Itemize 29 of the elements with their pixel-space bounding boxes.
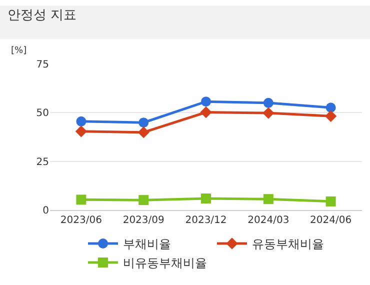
legend-label: 부채비율 [123, 237, 171, 252]
chart-title: 안정성 지표 [7, 8, 77, 24]
point [138, 195, 149, 206]
legend-label: 비유동부채비율 [123, 256, 207, 270]
x-tick-label: 2023/12 [185, 215, 227, 226]
y-tick-label: 75 [36, 60, 49, 70]
point [138, 118, 149, 128]
x-tick-label: 2024/06 [310, 215, 352, 226]
point [263, 194, 274, 204]
point [138, 126, 150, 138]
point [263, 98, 274, 108]
point [326, 196, 336, 206]
point [200, 106, 212, 118]
legend-label: 유동부채비율 [252, 237, 324, 252]
point [326, 102, 336, 113]
point [201, 96, 211, 107]
point [201, 194, 211, 204]
point [75, 126, 88, 138]
point [262, 107, 274, 119]
point [324, 110, 337, 122]
x-tick-label: 2024/03 [248, 215, 290, 226]
x-tick-label: 2023/09 [122, 215, 164, 226]
y-tick-label: 50 [36, 108, 49, 120]
y-axis-title: [%] [11, 46, 27, 56]
x-tick-label: 2023/06 [60, 215, 102, 226]
y-tick-label: 25 [36, 156, 49, 168]
y-tick-label: 0 [42, 206, 49, 216]
point [76, 116, 86, 126]
point [76, 194, 86, 205]
